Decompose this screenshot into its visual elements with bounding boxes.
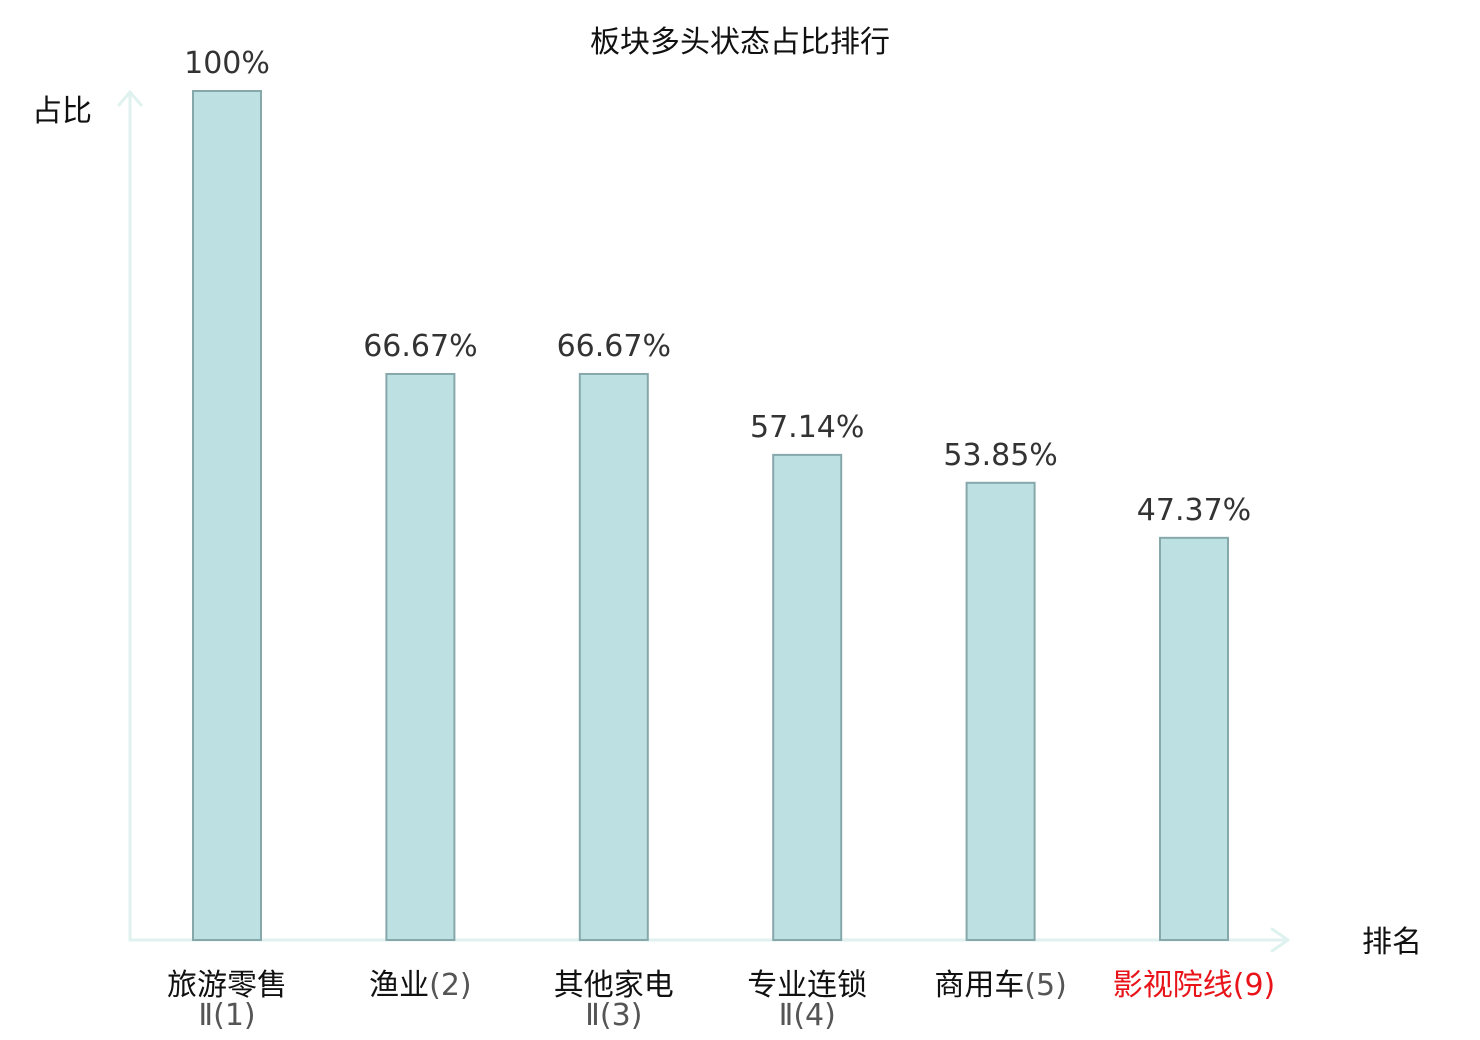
bar (192, 90, 262, 941)
bar (578, 372, 649, 942)
data-label: 66.67% (363, 329, 477, 364)
y-axis (117, 90, 143, 942)
category-label: 专业连锁 Ⅱ(4) (747, 968, 867, 1033)
x-axis (128, 927, 1290, 953)
data-label: 57.14% (750, 410, 864, 445)
data-label: 100% (184, 46, 270, 81)
data-label: 53.85% (943, 438, 1057, 473)
x-axis-label: 排名 (1362, 925, 1422, 960)
category-label: 渔业(2) (369, 968, 472, 1003)
chart-title: 板块多头状态占比排行 (590, 25, 890, 60)
data-label: 47.37% (1137, 493, 1251, 528)
bar (385, 372, 456, 942)
value-labels-group: 100% 66.67% 66.67% 57.14% 53.85% 47.37% (184, 46, 1251, 528)
category-label: 其他家电 Ⅱ(3) (554, 968, 674, 1033)
bars-group (192, 90, 1229, 942)
data-label: 66.67% (557, 329, 671, 364)
bar (772, 453, 843, 941)
category-label: 旅游零售 Ⅱ(1) (167, 968, 287, 1033)
bar (965, 481, 1036, 941)
category-labels-group: 旅游零售 Ⅱ(1) 渔业(2) 其他家电 Ⅱ(3) 专业连锁 Ⅱ(4) 商用车(5) 影视院线(… (167, 968, 1275, 1033)
y-axis-label: 占比 (32, 94, 92, 129)
category-label: 影视院线(9) (1113, 968, 1276, 1003)
bar (1159, 536, 1229, 941)
category-label: 商用车(5) (934, 968, 1067, 1003)
